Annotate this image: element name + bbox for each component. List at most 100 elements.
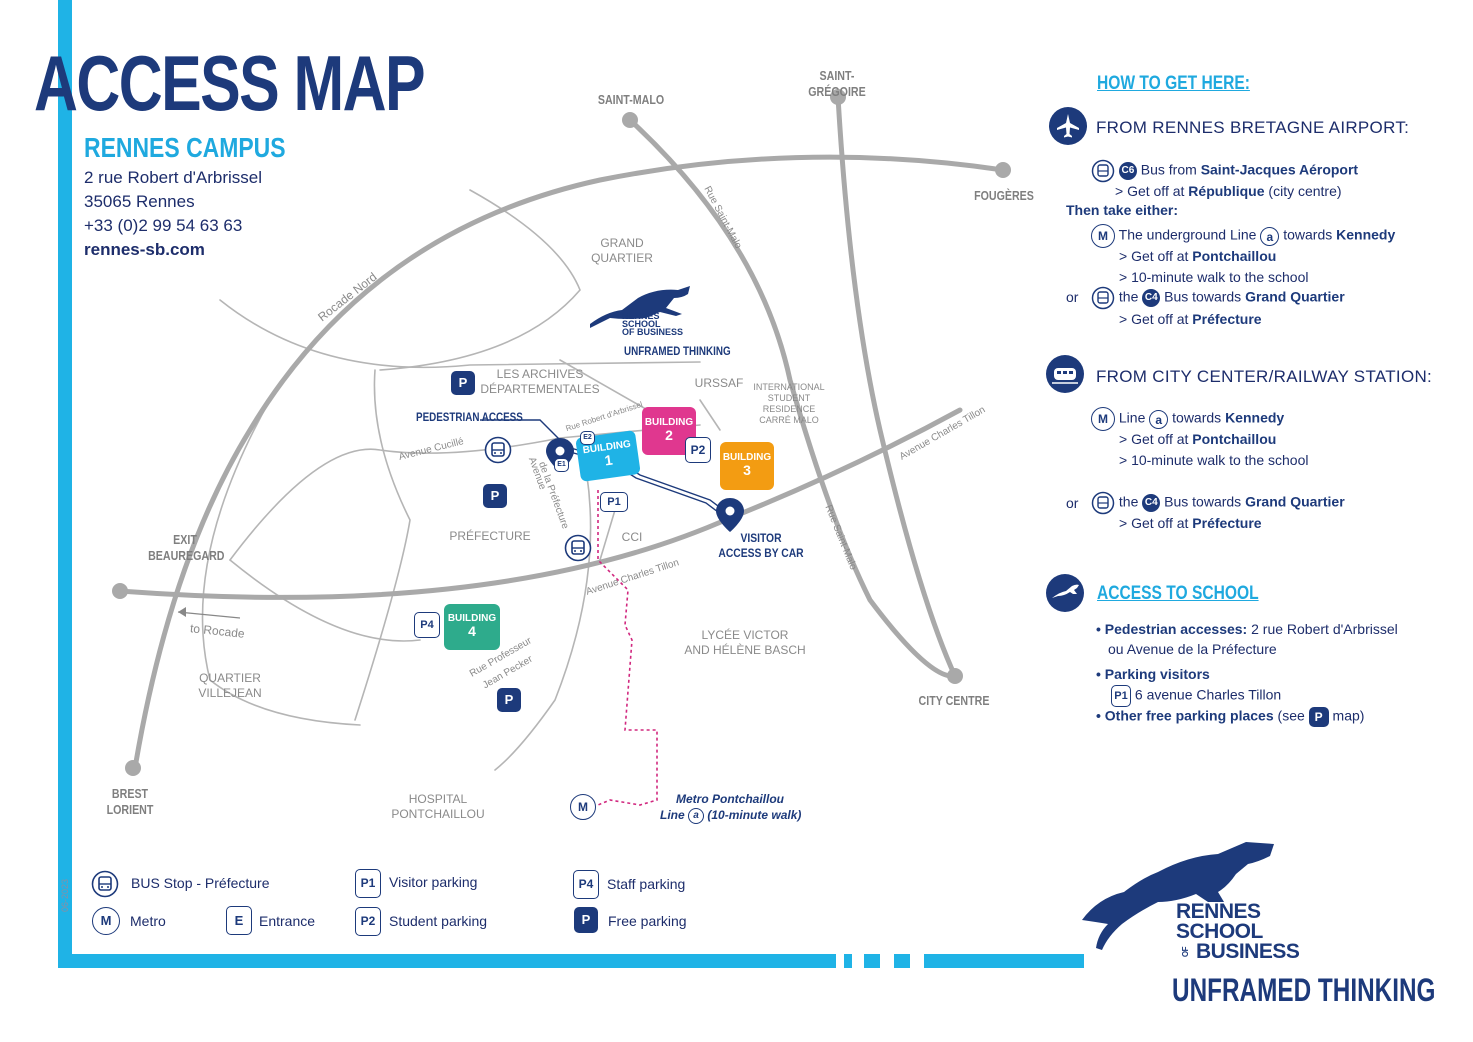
metro-line-a-badge: a: [1149, 409, 1169, 429]
phone-number[interactable]: +33 (0)2 99 54 63 63: [84, 216, 243, 235]
legend-p1-label: Visitor parking: [389, 874, 478, 890]
legend-entrance-label: Entrance: [259, 913, 316, 929]
walking-path: [597, 490, 658, 806]
the-word: the: [1118, 288, 1139, 305]
parking-p4-marker[interactable]: P4: [414, 612, 440, 638]
area-villejean-1: QUARTIER: [199, 671, 261, 685]
pedestrian-accesses-label: • Pedestrian accesses:: [1096, 621, 1248, 637]
parking-visitors-label: • Parking visitors: [1096, 666, 1210, 682]
parking-p1-row: P1 6 avenue Charles Tillon: [1111, 685, 1281, 707]
access-to-school-heading[interactable]: ACCESS TO SCHOOL: [1097, 583, 1259, 604]
bus-icon: [1091, 286, 1115, 310]
bus-towards-text: Bus towards: [1164, 493, 1242, 510]
free-parking-marker-hospital[interactable]: P: [497, 688, 521, 712]
label-city-centre: CITY CENTRE: [918, 693, 990, 708]
visitor-access-label-2: ACCESS BY CAR: [718, 546, 804, 560]
metro-destination: Kennedy: [1336, 226, 1396, 243]
p1-badge: P1: [1111, 685, 1131, 707]
legend-p4-label: Staff parking: [607, 876, 686, 892]
pedestrian-access-label: PEDESTRIAN ACCESS: [416, 410, 523, 424]
label-fougeres: FOUGÈRES: [974, 188, 1034, 203]
metro-line-a-badge: a: [1260, 226, 1280, 246]
bus-destination: Grand Quartier: [1245, 288, 1345, 305]
legend-p4-icon: P4: [573, 870, 599, 899]
metro-destination: Kennedy: [1225, 409, 1285, 426]
parking-p2-marker[interactable]: P2: [685, 437, 711, 463]
building-4-label: BUILDING: [447, 613, 497, 624]
area-grand-quartier-2: QUARTIER: [591, 251, 653, 265]
bus-stop-icon[interactable]: [564, 534, 592, 562]
city-walk: > 10-minute walk to the school: [1119, 452, 1309, 468]
label-saint-gregoire: SAINT-GRÉGOIRE: [808, 68, 866, 99]
to-rocade-arrow: [177, 611, 241, 619]
getoff-prefix: > Get off at: [1119, 515, 1189, 531]
how-to-get-here-heading[interactable]: HOW TO GET HERE:: [1097, 73, 1250, 94]
legend-p1-icon: P1: [355, 869, 381, 898]
airport-or: or: [1066, 289, 1079, 305]
logo-tagline: UNFRAMED THINKING: [1172, 972, 1436, 1008]
map-logo-tagline: UNFRAMED THINKING: [624, 344, 731, 358]
other-parking-row: • Other free parking places (see P map): [1096, 707, 1364, 727]
city-getoff-1: > Get off at Pontchaillou: [1119, 431, 1276, 447]
getoff-place: Préfecture: [1192, 311, 1262, 327]
then-take-either: Then take either:: [1066, 202, 1179, 218]
city-metro-row: M Line a towards Kennedy: [1091, 407, 1284, 431]
building-4[interactable]: BUILDING 4: [444, 604, 500, 650]
metro-icon: M: [1091, 224, 1115, 248]
bus-stop-icon[interactable]: [484, 436, 512, 464]
map-logo-panther-icon: [590, 286, 690, 328]
bus-line-c6-badge: C6: [1118, 162, 1137, 180]
free-parking-marker-prefecture[interactable]: P: [483, 484, 507, 508]
metro-pontchaillou-marker[interactable]: M: [570, 794, 596, 820]
free-parking-badge: P: [1308, 707, 1329, 727]
towards-word: towards: [1172, 409, 1222, 426]
getoff-prefix: > Get off at: [1119, 431, 1189, 447]
legend-bus-label: BUS Stop - Préfecture: [131, 875, 270, 891]
area-hospital-2: PONTCHAILLOU: [391, 807, 485, 821]
rsb-logo-text: RENNES SCHOOL OF BUSINESS: [1176, 901, 1300, 963]
frame-bottom-bar: [58, 954, 1084, 968]
building-2-number: 2: [665, 427, 673, 443]
getoff-place: Pontchaillou: [1192, 431, 1277, 447]
area-lycee-1: LYCÉE VICTOR: [701, 628, 789, 642]
metro-line-text: Line: [1118, 409, 1146, 426]
address-line-2: 35065 Rennes: [84, 192, 195, 211]
getoff-suffix: (city centre): [1268, 183, 1342, 199]
label-exit-2: BEAUREGARD: [148, 548, 225, 563]
area-archives-2: DÉPARTEMENTALES: [480, 382, 600, 396]
building-3[interactable]: BUILDING 3: [720, 442, 774, 490]
entrance-e1-marker[interactable]: E1: [554, 458, 569, 472]
legend-metro-icon: M: [92, 907, 120, 935]
city-section-title: FROM CITY CENTER/RAILWAY STATION:: [1096, 367, 1433, 386]
frame-left-bar: [58, 0, 72, 968]
legend-free-parking-label: Free parking: [608, 913, 687, 929]
page-title: ACCESS MAP: [34, 39, 426, 127]
map-logo-text: RENNES SCHOOL OF BUSINESS: [622, 311, 683, 337]
free-parking-marker-archives[interactable]: P: [451, 371, 475, 395]
campus-title: RENNES CAMPUS: [84, 132, 286, 163]
metro-line-word: Line: [660, 808, 685, 823]
label-exit-1: EXIT: [173, 532, 197, 547]
logo-line-business: BUSINESS: [1196, 940, 1300, 963]
getoff-place: Préfecture: [1192, 515, 1262, 531]
bus-icon: [1091, 159, 1115, 183]
area-prefecture: PRÉFECTURE: [449, 529, 531, 543]
train-icon: [1046, 355, 1084, 393]
logo-line-school: SCHOOL: [1176, 920, 1263, 943]
map-logo-line1: RENNES: [622, 311, 660, 321]
rsb-panther-logo-icon: [1082, 842, 1274, 950]
area-residence-2: STUDENT: [767, 393, 811, 403]
pedestrian-accesses-text: 2 rue Robert d'Arbrissel: [1251, 621, 1398, 637]
area-lycee-2: AND HÉLÈNE BASCH: [684, 643, 806, 657]
parking-p1-marker[interactable]: P1: [600, 492, 628, 512]
bus-line-c4-badge: C4: [1142, 289, 1161, 307]
entrance-e2-marker[interactable]: E2: [580, 431, 595, 445]
metro-pontchaillou-line: Line a (10-minute walk): [660, 808, 801, 824]
airport-bus-text: Bus from: [1140, 161, 1197, 178]
metro-walk-time: (10-minute walk): [707, 808, 802, 823]
website-link[interactable]: rennes-sb.com: [84, 240, 205, 259]
getoff-prefix: > Get off at: [1119, 311, 1189, 327]
area-residence-3: RESIDENCE: [762, 404, 816, 414]
getoff-prefix: > Get off at: [1115, 183, 1185, 199]
airport-getoff-1: > Get off at République (city centre): [1115, 183, 1342, 199]
